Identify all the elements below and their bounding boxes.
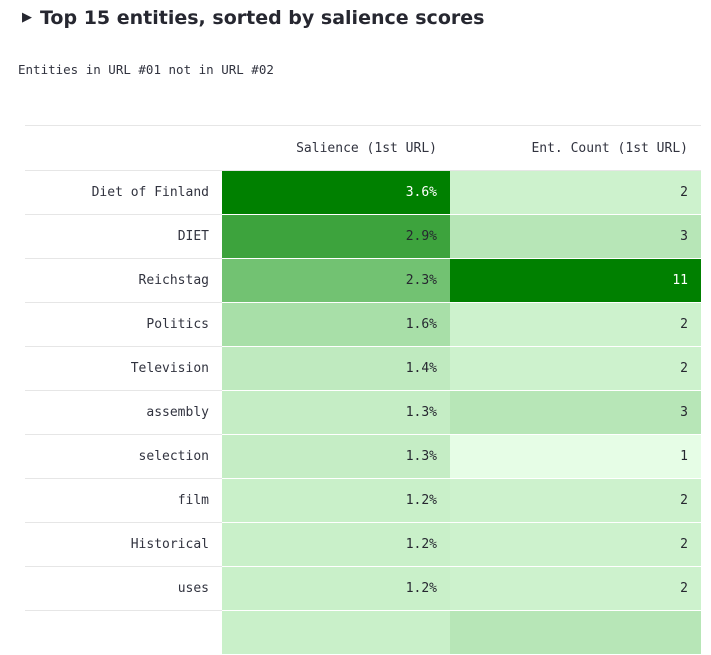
count-cell: 3 — [450, 214, 701, 259]
salience-cell: 1.6% — [222, 302, 450, 347]
count-cell: 3 — [450, 390, 701, 435]
count-cell: 2 — [450, 302, 701, 347]
salience-cell: 1.3% — [222, 434, 450, 479]
table-row: Politics 1.6% 2 — [25, 302, 701, 347]
table-row: Television 1.4% 2 — [25, 346, 701, 391]
entity-cell: Diet of Finland — [25, 170, 222, 215]
count-cell: 2 — [450, 522, 701, 567]
table-row: Diet of Finland 3.6% 2 — [25, 170, 701, 215]
entity-cell: uses — [25, 566, 222, 611]
table-row-partial — [25, 610, 701, 655]
entity-cell: assembly — [25, 390, 222, 435]
salience-cell: 3.6% — [222, 170, 450, 215]
table-body: Diet of Finland 3.6% 2 DIET 2.9% 3 Reichstag 2.… — [25, 170, 701, 655]
count-cell: 1 — [450, 434, 701, 479]
section-title: Top 15 entities, sorted by salience scor… — [40, 7, 485, 29]
table-row: uses 1.2% 2 — [25, 566, 701, 611]
table-row: assembly 1.3% 3 — [25, 390, 701, 435]
count-cell: 11 — [450, 258, 701, 303]
count-cell: 2 — [450, 346, 701, 391]
salience-cell: 2.3% — [222, 258, 450, 303]
table-row: DIET 2.9% 3 — [25, 214, 701, 259]
salience-cell: 1.2% — [222, 478, 450, 523]
table-row: film 1.2% 2 — [25, 478, 701, 523]
salience-cell: 1.2% — [222, 522, 450, 567]
entity-cell: film — [25, 478, 222, 523]
count-cell — [450, 610, 701, 655]
salience-cell: 1.3% — [222, 390, 450, 435]
entities-table: Salience (1st URL) Ent. Count (1st URL) … — [25, 125, 701, 655]
column-header-count: Ent. Count (1st URL) — [450, 125, 701, 171]
table-row: selection 1.3% 1 — [25, 434, 701, 479]
entity-cell: DIET — [25, 214, 222, 259]
table-row: Reichstag 2.3% 11 — [25, 258, 701, 303]
entity-cell: Television — [25, 346, 222, 391]
salience-cell: 1.2% — [222, 566, 450, 611]
entity-cell — [25, 610, 222, 655]
salience-cell: 2.9% — [222, 214, 450, 259]
column-header-entity — [25, 125, 222, 171]
column-header-salience: Salience (1st URL) — [222, 125, 450, 171]
entity-cell: Reichstag — [25, 258, 222, 303]
triangle-right-icon: ▶ — [22, 9, 32, 25]
entity-cell: Historical — [25, 522, 222, 567]
entity-cell: Politics — [25, 302, 222, 347]
subtitle: Entities in URL #01 not in URL #02 — [18, 62, 274, 77]
entity-cell: selection — [25, 434, 222, 479]
count-cell: 2 — [450, 170, 701, 215]
table-header-row: Salience (1st URL) Ent. Count (1st URL) — [25, 125, 701, 171]
table-row: Historical 1.2% 2 — [25, 522, 701, 567]
expander-toggle[interactable]: ▶ Top 15 entities, sorted by salience sc… — [22, 4, 484, 32]
salience-cell: 1.4% — [222, 346, 450, 391]
salience-cell — [222, 610, 450, 655]
count-cell: 2 — [450, 478, 701, 523]
count-cell: 2 — [450, 566, 701, 611]
